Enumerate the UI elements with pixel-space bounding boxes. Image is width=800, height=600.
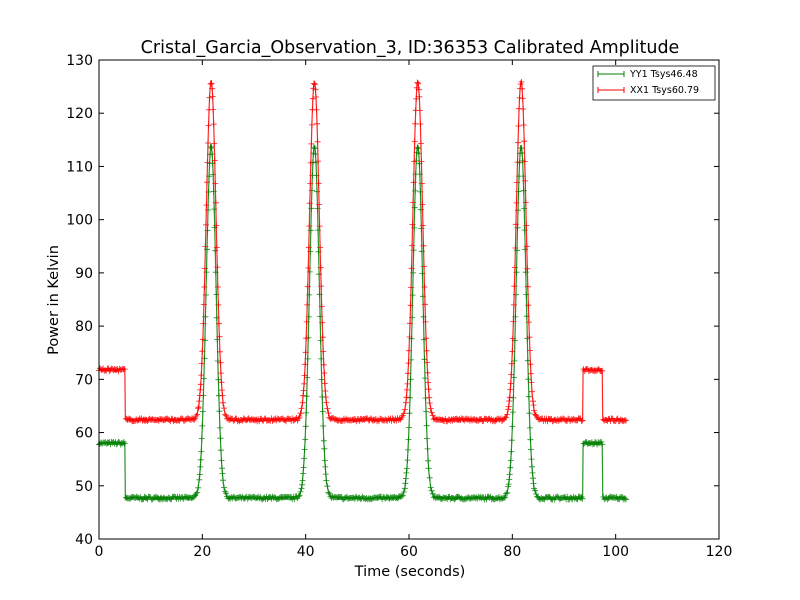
y-tick-label: 120: [66, 106, 93, 122]
legend-marker: [597, 71, 625, 77]
x-tick-label: 120: [706, 544, 733, 560]
y-tick-label: 60: [75, 426, 93, 442]
y-tick-label: 50: [75, 479, 93, 495]
x-axis: 0 20 40 60 80 100 120: [95, 60, 733, 560]
y-tick-label: 100: [66, 213, 93, 229]
x-tick-label: 80: [503, 544, 521, 560]
y-tick-label: 110: [66, 159, 93, 175]
y-tick-label: 40: [75, 532, 93, 548]
series-xx1: [96, 79, 629, 425]
x-tick-label: 60: [400, 544, 418, 560]
y-tick-label: 130: [66, 53, 93, 69]
legend-marker: [597, 87, 625, 93]
x-tick-label: 40: [297, 544, 315, 560]
y-tick-label: 70: [75, 372, 93, 388]
series-layer: [96, 79, 629, 503]
x-tick-label: 0: [95, 544, 104, 560]
y-axis: 40 50 60 70 80 90 100 110 120 130: [66, 53, 719, 548]
y-tick-label: 80: [75, 319, 93, 335]
x-tick-label: 20: [193, 544, 211, 560]
y-tick-label: 90: [75, 266, 93, 282]
legend-label-yy1: YY1 Tsys46.48: [629, 69, 698, 80]
legend: YY1 Tsys46.48 XX1 Tsys60.79: [592, 65, 716, 101]
x-axis-label: Time (seconds): [354, 564, 466, 580]
chart-title: Cristal_Garcia_Observation_3, ID:36353 C…: [141, 38, 680, 58]
x-tick-label: 100: [602, 544, 629, 560]
legend-box: [592, 65, 716, 101]
y-axis-label: Power in Kelvin: [46, 245, 62, 355]
legend-label-xx1: XX1 Tsys60.79: [630, 85, 699, 96]
